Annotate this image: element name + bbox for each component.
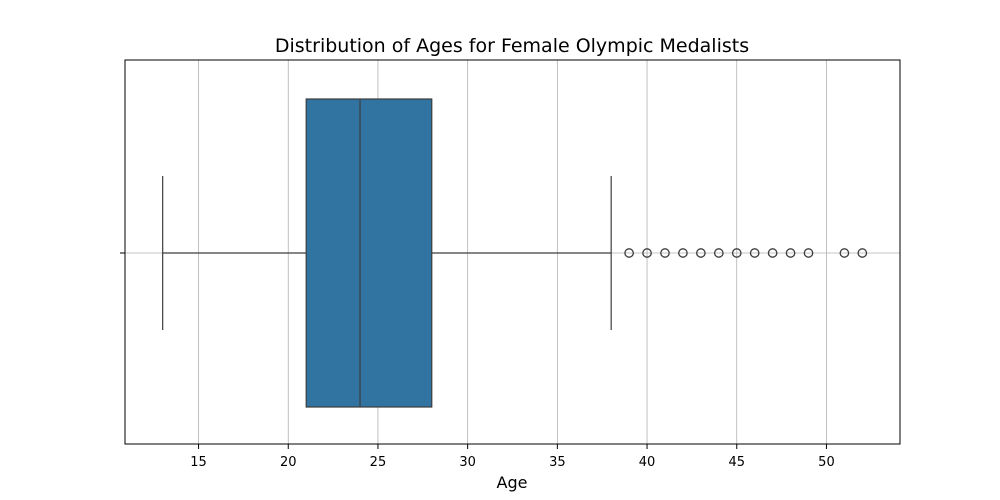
x-tick-label: 40: [639, 455, 656, 470]
outlier-point: [767, 248, 778, 258]
chart-title: Distribution of Ages for Female Olympic …: [275, 35, 749, 57]
grid-lines: [125, 60, 900, 444]
x-axis-ticks: 15 20 25 30 35 40 45 50: [190, 444, 835, 470]
plot-frame: [124, 59, 901, 445]
outlier-point: [857, 248, 868, 258]
x-tick-label: 35: [549, 455, 566, 470]
box-plot: [162, 98, 612, 408]
outlier-point: [678, 248, 688, 258]
outlier-point: [642, 248, 652, 258]
outlier-point: [749, 248, 760, 258]
x-tick-label: 20: [280, 455, 297, 470]
outlier-point: [803, 248, 814, 258]
outlier-point: [624, 248, 634, 258]
x-axis-label: Age: [497, 473, 528, 492]
outlier-point: [839, 248, 850, 258]
x-tick-label: 50: [818, 455, 835, 470]
outlier-point: [696, 248, 706, 258]
outlier-point: [731, 248, 742, 258]
outlier-point: [713, 248, 724, 258]
outlier-point: [660, 248, 670, 258]
x-tick-label: 30: [459, 455, 476, 470]
iqr-box: [305, 98, 433, 408]
x-tick-label: 45: [728, 455, 745, 470]
x-tick-label: 25: [370, 455, 387, 470]
outlier-points: [624, 248, 868, 258]
x-tick-label: 15: [190, 455, 207, 470]
outlier-point: [785, 248, 796, 258]
